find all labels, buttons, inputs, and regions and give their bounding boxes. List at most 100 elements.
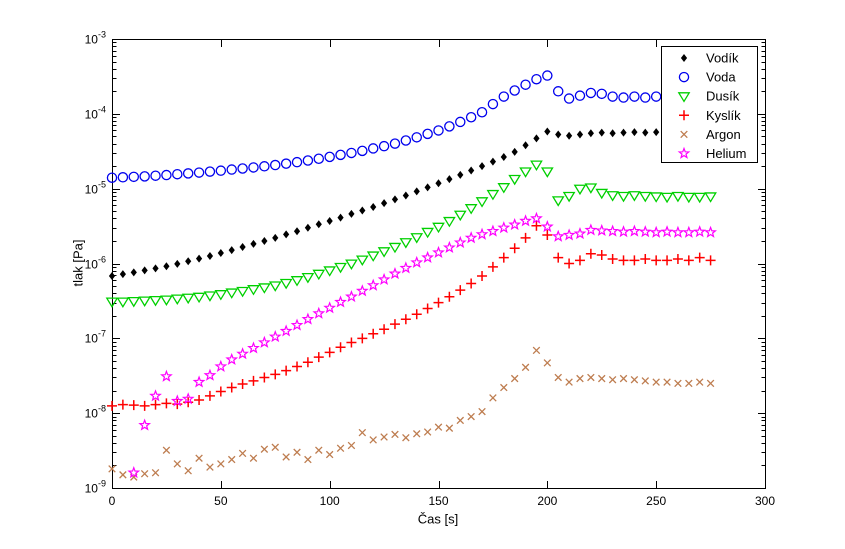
marker-plus [477,271,488,282]
marker-plus [400,314,411,325]
legend-label: Dusík [706,89,740,104]
marker-diamond [402,191,409,200]
marker-triangle-down [660,192,674,204]
marker-pentagram [257,335,271,348]
marker-circle [476,107,488,118]
marker-diamond [380,199,388,208]
marker-plus [509,243,520,254]
series-dusík [105,160,717,309]
marker-diamond [337,213,344,222]
marker-triangle-down [497,183,511,194]
marker-pentagram [497,221,511,234]
marker-diamond [119,270,126,279]
marker-diamond [413,187,420,196]
marker-x [478,407,486,416]
marker-x [576,374,584,383]
marker-pentagram [671,225,685,238]
marker-x [140,470,149,478]
marker-triangle-down [617,191,630,203]
marker-circle [389,138,401,149]
marker-pentagram [519,214,532,227]
marker-circle [150,170,161,181]
marker-pentagram [301,312,315,325]
marker-circle [280,158,292,169]
marker-x [641,377,650,385]
marker-diamond [293,227,301,236]
marker-triangle-down [225,288,239,299]
marker-triangle-down [247,285,260,296]
marker-circle [629,91,640,102]
marker-circle [237,163,248,174]
marker-circle [411,132,422,143]
marker-diamond [680,54,688,62]
marker-pentagram [486,224,500,237]
marker-triangle-down [388,242,402,254]
legend-entry-dusík: Dusík [677,89,740,104]
marker-triangle-down [236,286,249,298]
legend-label: Helium [706,146,746,161]
marker-plus [651,255,662,266]
marker-triangle-down [677,92,691,103]
marker-diamond [555,130,562,139]
marker-plus [292,361,303,372]
x-tick-label: 100 [320,494,340,508]
marker-pentagram [693,225,707,238]
marker-plus [139,400,150,411]
marker-plus [422,303,433,314]
marker-plus [172,399,183,410]
marker-x [238,449,247,458]
legend-label: Kyslík [706,108,741,123]
legend-box [661,46,758,163]
marker-plus [520,232,531,243]
marker-circle [618,92,629,103]
marker-triangle-down [105,297,119,309]
marker-triangle-down [355,255,369,266]
marker-x [206,463,214,471]
marker-plus [672,253,683,264]
marker-x [510,374,519,383]
marker-diamond [653,128,660,137]
marker-diamond [239,243,246,252]
marker-diamond [141,266,148,275]
marker-diamond [272,233,279,242]
marker-pentagram [268,330,282,343]
marker-plus [389,319,400,330]
marker-x [358,428,367,437]
marker-x [489,394,497,402]
marker-x [184,466,192,475]
marker-diamond [163,262,170,271]
marker-plus [542,230,553,241]
x-tick-label: 0 [109,494,116,508]
marker-plus [237,379,248,390]
marker-x [587,373,595,382]
marker-x [543,359,552,367]
marker-triangle-down [399,238,413,249]
marker-circle [650,91,662,102]
marker-diamond [359,206,366,215]
marker-circle [585,87,597,99]
marker-circle [302,155,314,166]
marker-diamond [566,131,573,140]
marker-plus [194,394,205,405]
marker-circle [269,159,281,171]
marker-triangle-down [192,292,206,304]
marker-circle [161,169,172,181]
marker-x [217,460,225,468]
marker-triangle-down [334,262,347,274]
marker-x [315,446,323,454]
marker-pentagram [203,368,217,381]
marker-x [151,468,160,477]
marker-pentagram [660,225,674,238]
marker-x [173,460,182,468]
marker-diamond [391,195,399,204]
marker-x [271,443,280,452]
marker-plus [662,255,673,266]
axes: 0 50 100 150 200 250 300 10-3 10-4 10-5 10-6 10-7 10… [85,30,776,509]
marker-pentagram [334,295,347,308]
marker-x [456,416,465,425]
marker-circle [640,92,651,103]
marker-circle [465,112,477,123]
marker-plus [574,255,585,266]
marker-pentagram [464,231,478,244]
